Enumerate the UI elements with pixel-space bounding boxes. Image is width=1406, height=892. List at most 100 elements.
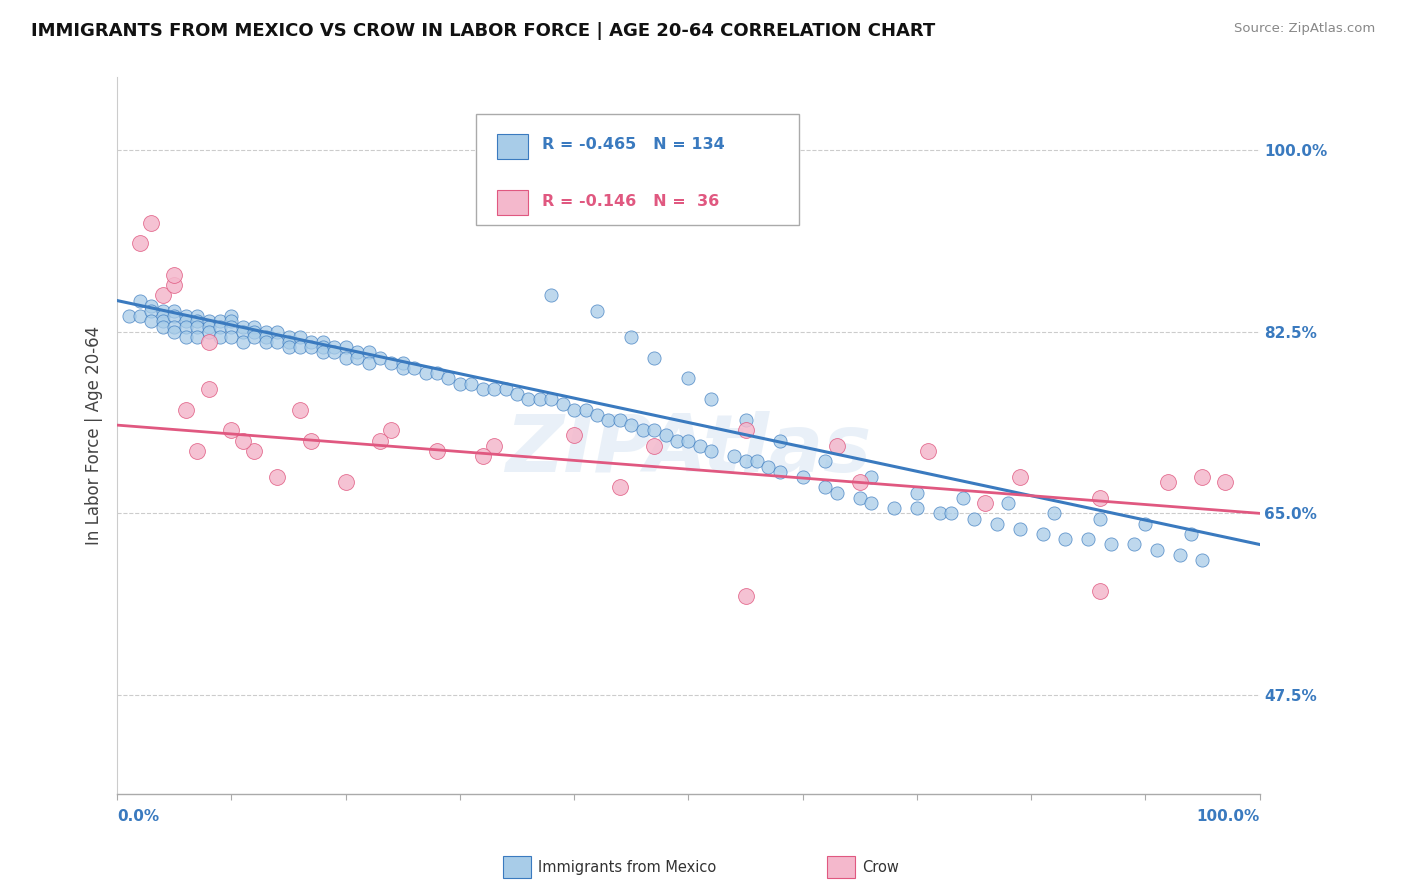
Point [1191,553,1213,567]
Point [312,335,335,350]
Point [221,314,243,328]
Point [963,511,986,525]
Point [769,434,792,448]
Point [1168,548,1191,562]
Point [620,330,643,344]
Point [482,382,505,396]
Point [174,319,197,334]
Point [734,454,756,468]
Point [368,351,391,365]
Point [163,278,186,293]
Point [1099,537,1122,551]
Point [986,516,1008,531]
Point [221,423,243,437]
Point [1088,511,1111,525]
Point [883,501,905,516]
Point [299,335,322,350]
Point [1088,491,1111,505]
Point [905,501,928,516]
Point [1123,537,1146,551]
Point [299,434,322,448]
Point [243,444,266,458]
Point [163,268,186,282]
Text: 100.0%: 100.0% [1197,809,1260,824]
Point [186,314,208,328]
Point [221,330,243,344]
Point [1054,533,1077,547]
Point [152,304,174,318]
Point [129,293,152,308]
Text: ZIPAtlas: ZIPAtlas [505,411,872,489]
Point [277,330,299,344]
Point [174,314,197,328]
Point [129,309,152,323]
Text: IMMIGRANTS FROM MEXICO VS CROW IN LABOR FORCE | AGE 20-64 CORRELATION CHART: IMMIGRANTS FROM MEXICO VS CROW IN LABOR … [31,22,935,40]
Point [152,319,174,334]
Point [299,340,322,354]
Point [163,319,186,334]
Point [974,496,997,510]
Point [368,434,391,448]
Point [654,428,676,442]
Point [928,506,950,520]
Point [529,392,551,406]
Point [186,309,208,323]
Point [208,314,231,328]
Point [129,236,152,251]
Point [1146,542,1168,557]
Point [495,382,517,396]
Point [141,304,163,318]
Point [380,423,402,437]
Point [288,340,311,354]
Text: Crow: Crow [862,860,898,874]
Point [197,319,219,334]
Point [357,345,380,359]
Point [1180,527,1202,541]
Point [643,351,665,365]
Point [141,314,163,328]
Point [163,309,186,323]
Point [254,335,277,350]
Point [163,304,186,318]
Point [700,444,723,458]
Point [232,319,254,334]
Point [471,449,494,463]
Point [540,288,562,302]
Text: R = -0.146   N =  36: R = -0.146 N = 36 [541,194,718,209]
Point [734,423,756,437]
Point [848,475,870,490]
Point [163,325,186,339]
Text: 0.0%: 0.0% [117,809,159,824]
Point [769,465,792,479]
Point [335,340,357,354]
Point [312,340,335,354]
Point [540,392,562,406]
Point [221,319,243,334]
Point [917,444,939,458]
Point [1191,470,1213,484]
Point [254,325,277,339]
Point [586,304,609,318]
Point [700,392,723,406]
Point [277,335,299,350]
Point [312,345,335,359]
Point [814,454,837,468]
Point [197,335,219,350]
Point [1157,475,1180,490]
Point [562,402,585,417]
Text: R = -0.465   N = 134: R = -0.465 N = 134 [541,137,724,153]
Point [905,485,928,500]
Point [825,439,848,453]
Point [152,288,174,302]
Point [609,413,631,427]
Point [734,590,756,604]
Point [437,371,460,385]
Point [186,319,208,334]
Point [1088,584,1111,599]
Point [1135,516,1157,531]
Point [266,335,288,350]
Point [678,434,700,448]
Y-axis label: In Labor Force | Age 20-64: In Labor Force | Age 20-64 [86,326,103,545]
Point [1077,533,1099,547]
Point [208,319,231,334]
